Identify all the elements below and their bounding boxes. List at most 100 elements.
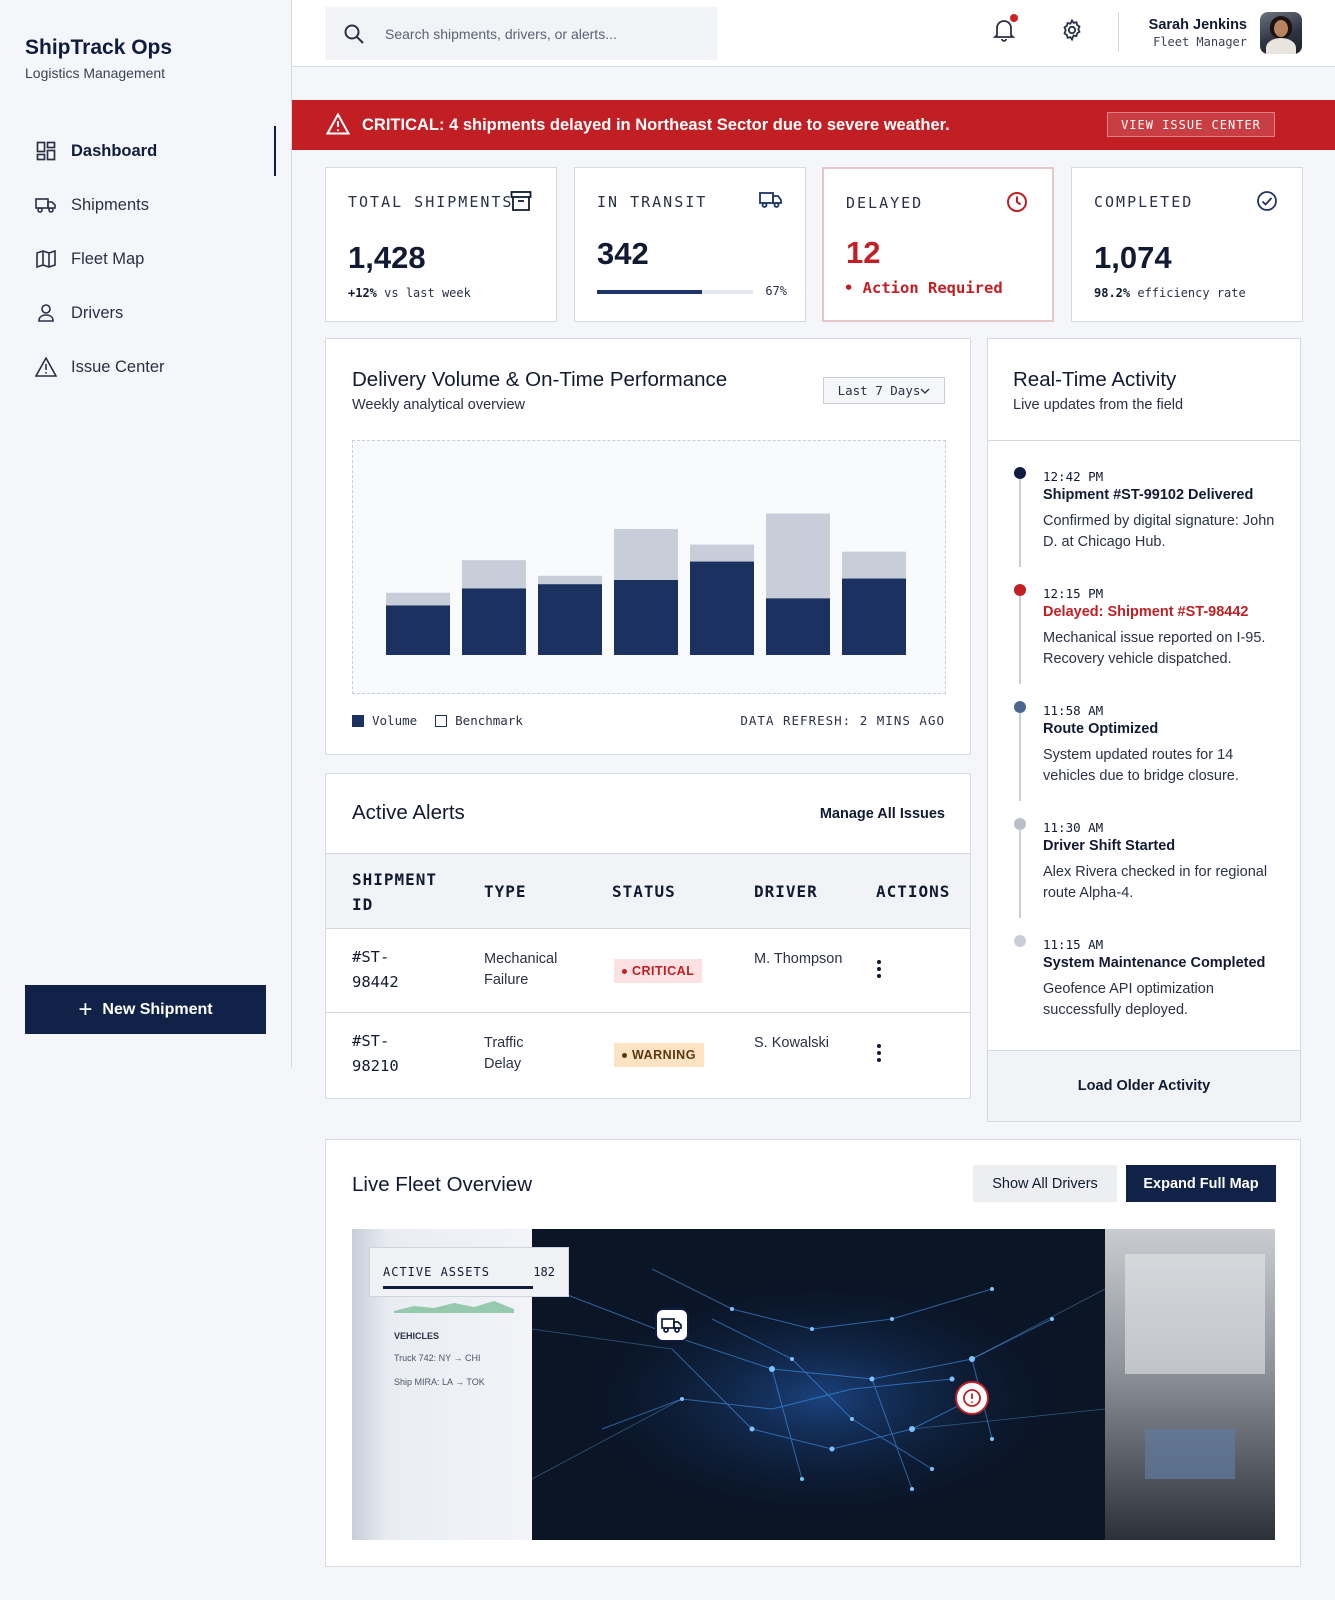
expand-full-map-button[interactable]: Expand Full Map [1126,1165,1276,1202]
kpi-value: 1,428 [348,240,426,275]
user-name: Sarah Jenkins [1148,17,1247,33]
status-badge: CRITICAL [614,959,703,983]
new-shipment-button[interactable]: + New Shipment [25,985,266,1034]
notification-dot [1010,14,1018,22]
sidebar-item-shipments[interactable]: Shipments [0,178,292,232]
map-truck-marker[interactable] [655,1308,689,1342]
map-photo-monitor [1145,1429,1235,1479]
activity-title-text: Driver Shift Started [1043,838,1176,854]
legend-volume: Volume [352,713,417,728]
search-input[interactable] [385,25,685,42]
activity-card: Real-Time Activity Live updates from the… [987,338,1301,1122]
chart-legend: Volume Benchmark [352,713,523,728]
activity-time: 11:30 AM [1043,820,1104,835]
more-vertical-icon [877,1044,881,1062]
table-row[interactable]: #ST-98442 Mechanical Failure CRITICAL M.… [326,929,970,1013]
active-assets-value: 182 [533,1265,555,1279]
clock-icon [1006,191,1030,215]
kpi-total-shipments: TOTAL SHIPMENTS 1,428 +12% vs last week [325,167,557,322]
search-box[interactable] [325,7,717,60]
activity-divider [988,440,1300,441]
driver-name: S. Kowalski [754,1035,829,1051]
kpi-label: DELAYED [846,194,924,212]
avatar[interactable] [1260,12,1302,54]
driver-name: M. Thompson [754,951,843,967]
archive-icon [510,190,534,214]
transit-progress-fill [597,290,702,294]
status-badge: WARNING [614,1043,704,1067]
sidebar-item-dashboard[interactable]: Dashboard [0,124,292,178]
sidebar-item-fleet-map[interactable]: Fleet Map [0,232,292,286]
timeline-line [1019,713,1021,801]
bar-chart-svg [386,513,906,655]
kpi-delta: +12% vs last week [348,286,471,300]
map-vehicles-heading: VEHICLES [394,1331,440,1341]
activity-title-text: Route Optimized [1043,721,1159,737]
status-badge-label: CRITICAL [632,964,695,978]
view-issue-center-button[interactable]: VIEW ISSUE CENTER [1107,112,1275,137]
sidebar: ShipTrack Ops Logistics Management Dashb… [0,0,292,1068]
status-dot [622,1052,627,1058]
delivery-chart-card: Delivery Volume & On-Time Performance We… [325,338,971,755]
column-header-driver: DRIVER [754,882,818,901]
status-dot [622,968,627,974]
kpi-action-required: • Action Required [844,279,1003,297]
chevron-down-icon [920,388,930,394]
warning-icon [35,356,57,378]
row-actions-button[interactable] [871,1041,887,1067]
new-shipment-label: New Shipment [102,1000,213,1018]
settings-button[interactable] [1060,18,1084,42]
user-icon [35,302,57,324]
activity-dot [1014,935,1026,947]
column-header-type: TYPE [484,882,527,901]
kpi-rate: 98.2% efficiency rate [1094,286,1246,300]
shipment-id: #ST-98442 [352,948,399,991]
kpi-label: COMPLETED [1094,193,1194,211]
map-alert-marker[interactable] [955,1381,989,1415]
activity-dot [1014,467,1026,479]
table-row[interactable]: #ST-98210 Traffic Delay WARNING S. Kowal… [326,1013,970,1097]
alert-circle-icon [963,1389,981,1407]
manage-all-issues-link[interactable]: Manage All Issues [819,806,945,822]
sidebar-item-drivers[interactable]: Drivers [0,286,292,340]
chart-title: Delivery Volume & On-Time Performance [352,368,728,391]
kpi-delayed: DELAYED 12 • Action Required [822,167,1054,322]
kpi-value: 342 [597,236,649,271]
kpi-completed: COMPLETED 1,074 98.2% efficiency rate [1071,167,1303,322]
range-select[interactable]: Last 7 Days [823,377,945,404]
map-photo-panel [1105,1229,1275,1540]
fleet-title: Live Fleet Overview [352,1173,533,1196]
warning-icon [325,112,351,135]
shipment-id: #ST-98210 [352,1032,399,1075]
show-all-drivers-button[interactable]: Show All Drivers [973,1165,1117,1202]
banner-text: CRITICAL: 4 shipments delayed in Northea… [362,116,950,134]
fleet-map[interactable]: VEHICLES Truck 742: NY → CHI Ship MIRA: … [352,1229,1275,1540]
transit-progress-pct: 67% [765,284,787,298]
activity-title-text: Delayed: Shipment #ST-98442 [1043,604,1249,620]
activity-dot [1014,701,1026,713]
bar-volume [462,588,526,655]
dashboard-icon [35,140,57,162]
legend-benchmark: Benchmark [435,713,523,728]
timeline-line [1019,479,1021,567]
bar-volume [614,579,678,655]
sidebar-item-issue-center[interactable]: Issue Center [0,340,292,394]
load-older-activity-button[interactable]: Load Older Activity [988,1050,1300,1121]
timeline-line [1019,830,1021,918]
timeline-line [1019,596,1021,684]
legend-swatch-volume [352,715,364,727]
sidebar-item-label: Shipments [71,195,149,214]
bar-volume [690,561,754,655]
fleet-map-network [531,1229,1106,1540]
bar-volume [766,598,830,655]
avatar-face [1274,20,1288,37]
activity-time: 12:15 PM [1043,586,1104,601]
row-actions-button[interactable] [871,957,887,983]
active-assets-panel: ACTIVE ASSETS 182 [369,1247,569,1297]
sidebar-item-label: Drivers [71,303,124,322]
plus-icon: + [78,995,93,1023]
notifications-button[interactable] [992,14,1018,43]
critical-banner: CRITICAL: 4 shipments delayed in Northea… [292,100,1335,150]
bar-volume [538,584,602,655]
active-alerts-card: Active Alerts Manage All Issues SHIPMENT… [325,773,971,1099]
